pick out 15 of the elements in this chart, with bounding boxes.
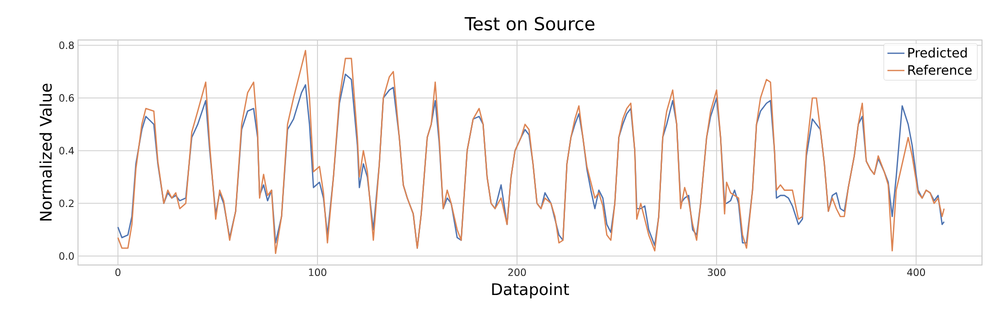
legend-label: Predicted: [908, 48, 967, 58]
x-tick-label: 100: [309, 268, 326, 276]
chart-title: Test on Source: [464, 16, 594, 30]
x-tick-label: 400: [907, 268, 926, 276]
y-tick-label: 0.8: [59, 41, 74, 50]
y-tick-label: 0.4: [59, 146, 74, 154]
y-tick-label: 0.0: [59, 252, 74, 260]
y-tick-label: 0.6: [59, 94, 74, 102]
y-tick-label: 0.2: [59, 200, 74, 208]
x-axis-title: Datapoint: [492, 282, 570, 298]
x-tick-label: 300: [708, 268, 726, 276]
y-axis-title: Normalized Value: [39, 84, 52, 221]
legend-label: Reference: [908, 64, 972, 75]
x-tick-label: 200: [508, 268, 526, 276]
x-tick-label: 0: [115, 268, 120, 276]
